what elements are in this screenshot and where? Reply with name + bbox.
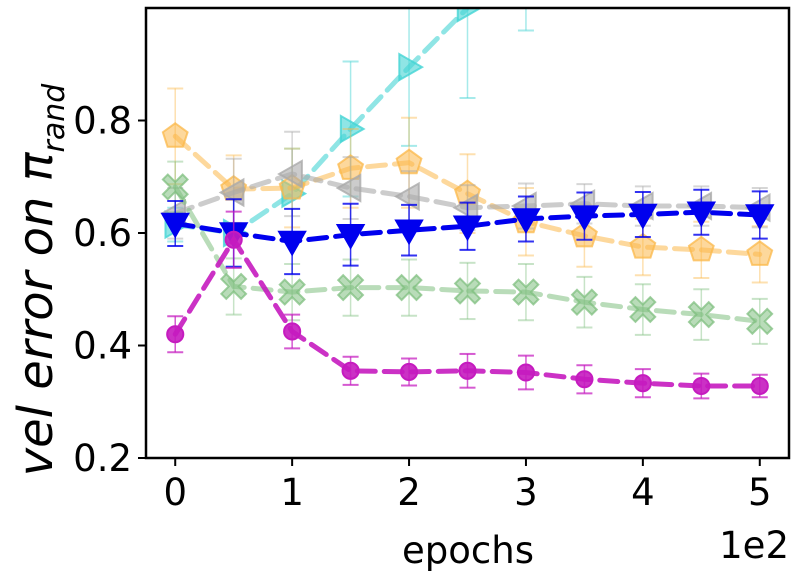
data-point bbox=[746, 240, 774, 266]
data-point bbox=[166, 325, 185, 344]
data-point bbox=[277, 230, 307, 257]
data-point bbox=[161, 173, 189, 201]
data-point bbox=[570, 288, 599, 316]
data-point bbox=[629, 295, 657, 324]
data-point bbox=[569, 205, 600, 232]
data-point bbox=[453, 277, 482, 305]
data-point bbox=[629, 232, 657, 259]
y-axis-label-main: vel error on π bbox=[8, 151, 64, 476]
data-point bbox=[516, 363, 536, 382]
data-point bbox=[395, 148, 423, 175]
x-axis-offset-label: 1e2 bbox=[719, 524, 789, 567]
data-point bbox=[341, 361, 360, 380]
x-tick-label: 5 bbox=[748, 471, 772, 514]
data-point bbox=[336, 273, 365, 302]
data-point bbox=[278, 278, 306, 306]
data-point bbox=[628, 203, 658, 230]
data-point bbox=[692, 376, 711, 396]
data-point bbox=[511, 208, 541, 234]
data-point bbox=[512, 278, 540, 306]
y-tick-label: 0.6 bbox=[73, 212, 132, 255]
y-axis-label: vel error on πrand bbox=[8, 83, 72, 477]
data-point bbox=[452, 192, 479, 223]
data-point bbox=[575, 370, 594, 389]
y-tick-label: 0.8 bbox=[73, 100, 132, 143]
data-point bbox=[224, 230, 243, 249]
data-point bbox=[339, 114, 366, 144]
data-point bbox=[219, 272, 248, 301]
data-point bbox=[745, 204, 775, 231]
data-point bbox=[398, 52, 425, 82]
series-green-x bbox=[161, 160, 774, 345]
series-line bbox=[172, 209, 763, 244]
data-point bbox=[456, 8, 483, 23]
data-point bbox=[283, 322, 302, 341]
data-point bbox=[687, 235, 715, 262]
data-point bbox=[399, 362, 419, 381]
data-point bbox=[746, 307, 774, 336]
data-point bbox=[394, 219, 424, 246]
y-tick-label: 0.4 bbox=[73, 325, 132, 368]
data-point bbox=[335, 223, 366, 250]
x-tick-label: 0 bbox=[163, 471, 187, 514]
y-axis-label-subscript: rand bbox=[37, 83, 72, 153]
x-axis-ticks: 0 1 2 3 4 5 bbox=[163, 458, 772, 514]
data-point bbox=[395, 273, 423, 302]
x-tick-label: 2 bbox=[397, 471, 421, 514]
data-point bbox=[750, 376, 769, 396]
data-point bbox=[458, 361, 477, 380]
x-tick-label: 3 bbox=[514, 471, 538, 514]
x-tick-label: 4 bbox=[631, 471, 655, 514]
x-axis-label: epochs bbox=[402, 529, 534, 572]
y-tick-label: 0.2 bbox=[73, 437, 132, 480]
series-magenta-circle bbox=[166, 210, 769, 400]
data-point bbox=[452, 215, 483, 242]
data-point bbox=[337, 154, 365, 180]
data-point bbox=[277, 159, 303, 189]
data-point bbox=[687, 300, 716, 329]
data-point bbox=[160, 212, 190, 239]
data-point bbox=[161, 122, 189, 148]
plot-area bbox=[160, 8, 775, 400]
series-blue-down-triangle bbox=[160, 188, 775, 276]
x-tick-label: 1 bbox=[280, 471, 304, 514]
data-point bbox=[686, 201, 717, 228]
data-point bbox=[633, 374, 652, 393]
y-axis-ticks: 0.2 0.4 0.6 0.8 bbox=[73, 100, 146, 480]
data-point bbox=[335, 173, 362, 203]
data-point bbox=[394, 181, 420, 212]
